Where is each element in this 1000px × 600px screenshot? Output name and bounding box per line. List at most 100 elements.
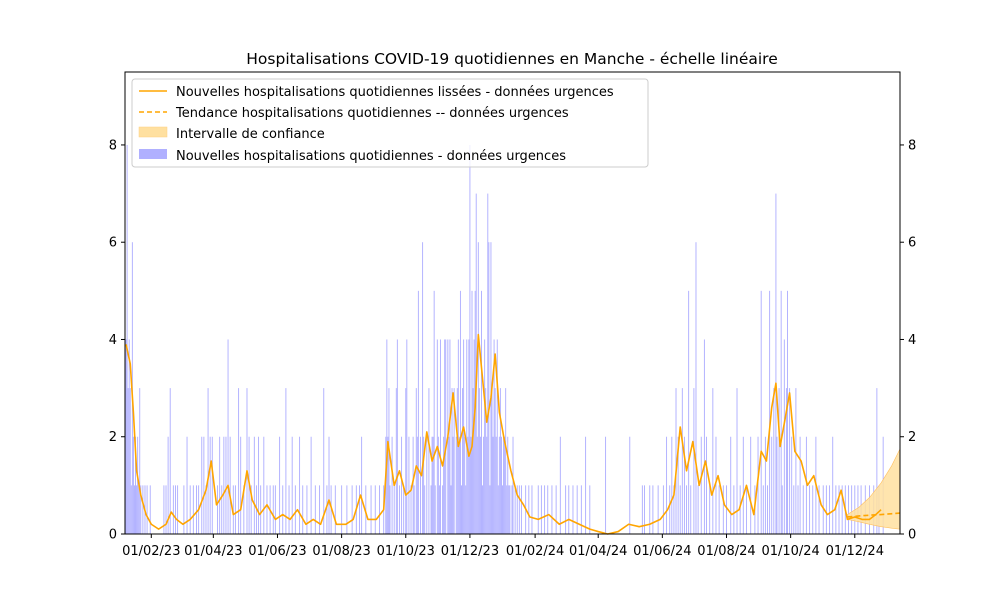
daily-bar — [217, 485, 219, 534]
daily-bar — [456, 388, 458, 534]
daily-bar — [791, 436, 793, 534]
daily-bar — [258, 436, 260, 534]
daily-bar — [266, 485, 268, 534]
daily-bar — [415, 388, 417, 534]
plot-frame — [124, 71, 901, 535]
daily-bar — [165, 485, 167, 534]
daily-bar — [848, 485, 849, 534]
daily-bar — [365, 485, 367, 534]
daily-bar — [443, 436, 445, 534]
daily-bar — [370, 485, 372, 534]
daily-bar — [424, 485, 426, 534]
daily-bar — [783, 339, 785, 534]
daily-bar — [401, 436, 403, 534]
smoothed-hospitalisations-line — [125, 333, 882, 535]
daily-bar — [762, 485, 764, 534]
daily-bar — [416, 436, 418, 534]
y-tick-label-left: 8 — [109, 138, 117, 153]
daily-bar — [679, 485, 681, 534]
daily-bar — [464, 436, 466, 534]
daily-bar — [291, 436, 293, 534]
daily-bar — [490, 242, 492, 534]
daily-bar — [662, 485, 664, 534]
x-tick-label: 01/08/23 — [312, 544, 370, 559]
daily-bar — [453, 388, 455, 534]
daily-bar — [507, 436, 509, 534]
daily-bar — [361, 436, 363, 534]
daily-bar — [430, 485, 432, 534]
daily-bar — [493, 339, 495, 534]
daily-bar — [511, 485, 513, 534]
daily-bar — [201, 436, 203, 534]
daily-bar — [238, 388, 240, 534]
daily-bar — [396, 339, 398, 534]
daily-bar — [438, 485, 440, 534]
daily-bar — [512, 436, 514, 534]
daily-bar — [186, 436, 188, 534]
daily-bar — [508, 485, 510, 534]
daily-bar — [405, 388, 407, 534]
daily-bar — [787, 290, 788, 534]
daily-bar — [746, 485, 747, 534]
daily-bar — [477, 242, 479, 534]
daily-bar — [531, 485, 533, 534]
y-tick-label-left: 4 — [109, 333, 117, 348]
daily-bar — [498, 436, 500, 534]
daily-bar — [641, 485, 643, 534]
daily-bar — [838, 485, 840, 534]
daily-bar — [799, 436, 801, 534]
daily-bar — [451, 388, 453, 534]
daily-bar — [211, 436, 213, 534]
daily-bar — [773, 388, 775, 534]
daily-bar — [703, 339, 705, 534]
daily-bar — [789, 388, 791, 534]
daily-bar — [497, 485, 499, 534]
daily-bar — [132, 436, 134, 534]
daily-bar — [163, 485, 165, 534]
daily-bar — [467, 436, 469, 534]
daily-bar — [426, 436, 428, 534]
daily-bar — [445, 339, 447, 534]
daily-bar — [492, 436, 494, 534]
daily-bar — [302, 485, 304, 534]
daily-bar — [503, 436, 505, 534]
daily-bar — [683, 436, 685, 534]
daily-bar — [829, 485, 831, 534]
daily-bar — [169, 388, 171, 534]
daily-bar — [137, 436, 139, 534]
y-tick-label-right: 0 — [908, 528, 916, 543]
daily-bar — [495, 436, 497, 534]
daily-bar — [437, 436, 439, 534]
daily-bar — [458, 436, 460, 534]
daily-bar — [167, 436, 169, 534]
y-tick-label-left: 6 — [109, 236, 117, 251]
daily-bar — [489, 485, 491, 534]
daily-bar — [455, 436, 457, 534]
daily-bar — [520, 485, 522, 534]
daily-bar — [555, 485, 557, 534]
daily-bar — [500, 436, 502, 534]
daily-bar — [444, 339, 446, 534]
daily-bar — [138, 485, 140, 534]
daily-bar — [403, 485, 405, 534]
chart-title: Hospitalisations COVID-19 quotidiennes e… — [246, 50, 777, 68]
daily-bar — [135, 436, 136, 534]
daily-bar — [388, 388, 390, 534]
daily-bar — [142, 485, 144, 534]
daily-bar — [422, 242, 424, 534]
daily-bar — [288, 485, 290, 534]
daily-bar — [475, 193, 477, 534]
daily-bar — [499, 388, 501, 534]
daily-bar — [240, 436, 242, 534]
daily-bar — [196, 485, 197, 534]
daily-bar — [472, 388, 474, 534]
daily-bar — [742, 436, 744, 534]
daily-bar — [528, 485, 530, 534]
daily-bar — [433, 290, 435, 534]
daily-bar — [439, 339, 441, 534]
daily-bar — [232, 485, 234, 534]
daily-bar — [253, 436, 255, 534]
daily-bar — [387, 436, 389, 534]
daily-bar — [272, 485, 274, 534]
daily-bar — [568, 485, 570, 534]
